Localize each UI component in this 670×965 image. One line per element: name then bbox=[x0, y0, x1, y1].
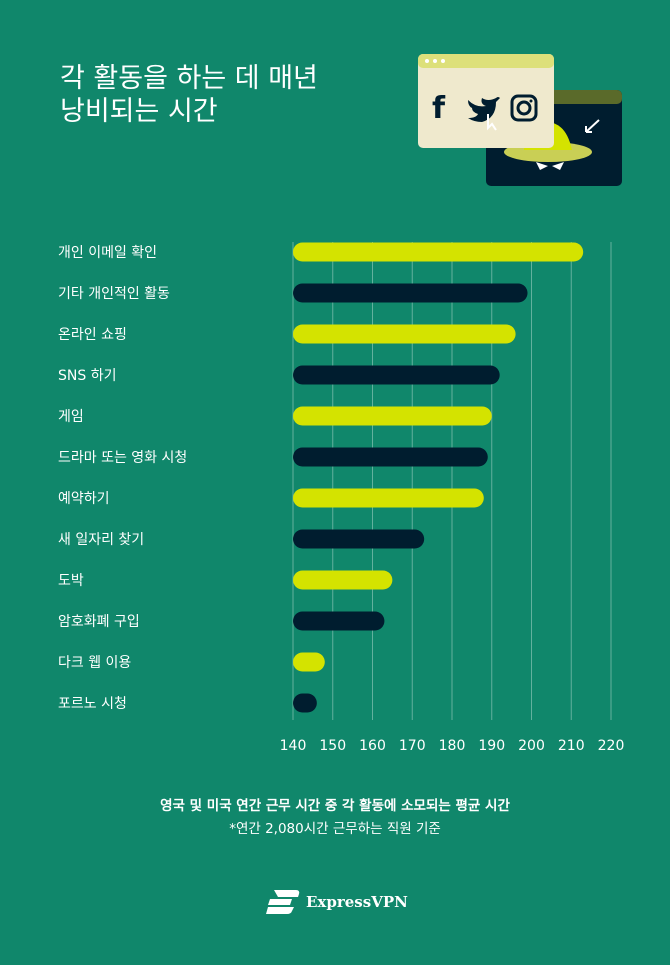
bar-chart: 140 150 160 170 180 190 200 210 220 bbox=[280, 242, 625, 754]
twitter-icon bbox=[468, 97, 500, 122]
category-label: 예약하기 bbox=[58, 491, 110, 507]
footnote: *연간 2,080시간 근무하는 직원 기준 bbox=[229, 821, 441, 837]
chart-caption: 영국 및 미국 연간 근무 시간 중 각 활동에 소모되는 평균 시간 bbox=[160, 798, 510, 814]
title-line-2: 낭비되는 시간 bbox=[60, 96, 218, 127]
bar bbox=[293, 365, 500, 385]
x-tick-label: 150 bbox=[319, 738, 346, 754]
x-tick-label: 200 bbox=[518, 738, 545, 754]
bar bbox=[293, 283, 528, 303]
x-tick-label: 160 bbox=[359, 738, 386, 754]
bar bbox=[293, 324, 516, 344]
page-title: 각 활동을 하는 데 매년 낭비되는 시간 bbox=[60, 62, 318, 128]
category-label: 게임 bbox=[58, 409, 84, 425]
category-label: 기타 개인적인 활동 bbox=[58, 286, 170, 302]
bar bbox=[293, 529, 425, 549]
x-tick-label: 220 bbox=[598, 738, 625, 754]
bar bbox=[293, 652, 325, 672]
x-tick-label: 140 bbox=[280, 738, 307, 754]
bar bbox=[293, 693, 317, 713]
facebook-icon: f bbox=[432, 91, 446, 126]
cursor-icon bbox=[585, 119, 600, 133]
x-tick-label: 180 bbox=[439, 738, 466, 754]
brand-name: ExpressVPN bbox=[306, 893, 408, 911]
category-label: 포르노 시청 bbox=[58, 696, 127, 712]
category-label: 온라인 쇼핑 bbox=[58, 327, 127, 343]
category-label: 다크 웹 이용 bbox=[58, 655, 132, 671]
category-label: 도박 bbox=[58, 573, 84, 589]
category-label: 새 일자리 찾기 bbox=[58, 532, 145, 548]
x-tick-label: 170 bbox=[399, 738, 426, 754]
category-label: SNS 하기 bbox=[58, 368, 117, 384]
bar bbox=[293, 570, 393, 590]
bar bbox=[293, 488, 484, 508]
bar bbox=[293, 242, 584, 262]
category-label: 암호화폐 구입 bbox=[58, 614, 140, 630]
category-label: 드라마 또는 영화 시청 bbox=[58, 450, 188, 466]
expressvpn-logo-icon bbox=[266, 890, 300, 914]
x-tick-label: 210 bbox=[558, 738, 585, 754]
title-line-1: 각 활동을 하는 데 매년 bbox=[60, 63, 318, 94]
social-media-hacker-illustration: f bbox=[418, 54, 622, 186]
x-tick-label: 190 bbox=[478, 738, 505, 754]
instagram-icon bbox=[510, 94, 538, 122]
expressvpn-logo: ExpressVPN bbox=[266, 890, 408, 914]
bar bbox=[293, 406, 492, 426]
bar bbox=[293, 447, 488, 467]
bar bbox=[293, 611, 385, 631]
category-label: 개인 이메일 확인 bbox=[58, 245, 158, 261]
